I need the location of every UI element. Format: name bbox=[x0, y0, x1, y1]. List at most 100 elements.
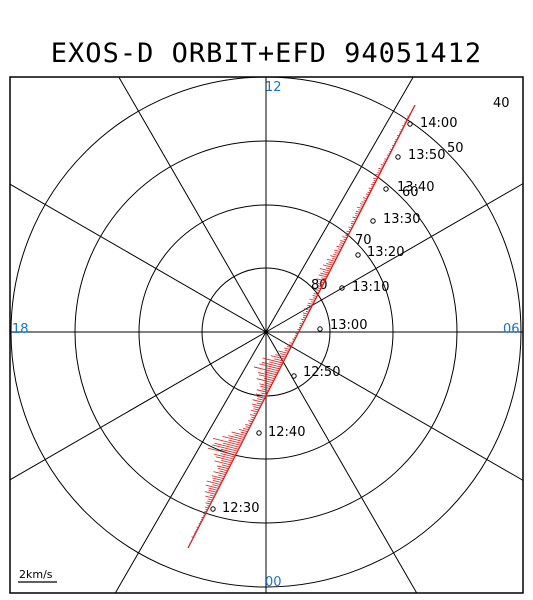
efd-vector bbox=[218, 474, 225, 478]
orbit-time-label: 12:40 bbox=[268, 425, 305, 440]
mlt-meridian-line bbox=[114, 331, 267, 594]
efd-vector bbox=[264, 371, 277, 376]
efd-vector bbox=[207, 447, 236, 456]
efd-vector bbox=[242, 427, 249, 431]
efd-vector bbox=[265, 367, 279, 372]
efd-vector bbox=[208, 487, 218, 491]
efd-vector bbox=[316, 285, 322, 288]
efd-vector bbox=[256, 402, 262, 405]
mlt-label-12: 12 bbox=[265, 80, 282, 95]
mlt-meridian-line bbox=[9, 331, 267, 481]
efd-vector bbox=[269, 361, 282, 366]
efd-vector bbox=[319, 281, 324, 284]
orbit-time-marker bbox=[383, 186, 389, 192]
efd-vector bbox=[334, 251, 340, 254]
orbit-time-label: 13:30 bbox=[383, 212, 420, 227]
efd-vector bbox=[212, 479, 222, 483]
efd-vector bbox=[217, 467, 228, 472]
orbit-time-label: 12:50 bbox=[303, 365, 340, 380]
polar-grid bbox=[9, 76, 524, 594]
efd-vector bbox=[222, 435, 243, 442]
orbit-time-marker bbox=[291, 373, 297, 379]
mlt-meridian-line bbox=[265, 331, 524, 481]
efd-vector bbox=[284, 347, 290, 350]
efd-vector bbox=[205, 484, 219, 489]
orbit-time-label: 13:10 bbox=[352, 280, 389, 295]
efd-vector bbox=[262, 357, 283, 364]
efd-vector bbox=[213, 471, 226, 476]
efd-vector bbox=[317, 282, 323, 286]
efd-vector bbox=[252, 399, 263, 403]
efd-vector bbox=[215, 456, 233, 462]
latitude-label-60: 60 bbox=[402, 185, 419, 200]
efd-vector bbox=[309, 298, 315, 301]
orbit-time-marker bbox=[317, 326, 323, 332]
efd-vector bbox=[321, 277, 327, 280]
efd-vector bbox=[253, 366, 278, 374]
efd-vector bbox=[260, 385, 270, 389]
mlt-meridian-line bbox=[265, 183, 524, 333]
orbit-time-label: 12:30 bbox=[222, 501, 259, 516]
efd-vector bbox=[221, 459, 232, 464]
efd-vector bbox=[300, 318, 305, 321]
efd-vector bbox=[221, 464, 230, 468]
efd-vector bbox=[204, 491, 216, 495]
mlt-meridian-line bbox=[118, 76, 267, 333]
orbit-time-label: 13:20 bbox=[367, 245, 404, 260]
efd-vector bbox=[250, 414, 256, 417]
orbit-time-marker bbox=[370, 218, 376, 224]
efd-vector bbox=[325, 267, 332, 270]
orbit-time-labels: 12:30 12:40 12:50 13:00 13:10 13:20 13:30 13:40… bbox=[222, 116, 457, 516]
efd-vector bbox=[245, 426, 250, 429]
efd-vector bbox=[259, 383, 271, 387]
efd-vector bbox=[352, 216, 358, 219]
efd-vector bbox=[278, 350, 288, 354]
efd-vector bbox=[257, 398, 264, 401]
latitude-label-50: 50 bbox=[447, 141, 464, 156]
efd-vector bbox=[234, 434, 245, 438]
orbit-time-label: 13:50 bbox=[408, 148, 445, 163]
efd-vector bbox=[320, 272, 329, 276]
orbit-time-marker bbox=[407, 121, 413, 127]
efd-vector bbox=[274, 358, 284, 362]
mlt-label-18: 18 bbox=[12, 322, 29, 337]
efd-vector bbox=[340, 240, 346, 243]
mlt-meridian-line bbox=[265, 331, 418, 594]
orbit-time-label: 13:00 bbox=[330, 318, 367, 333]
efd-vector bbox=[326, 263, 334, 266]
efd-vector bbox=[220, 453, 235, 458]
efd-vector bbox=[307, 304, 312, 307]
efd-vector bbox=[261, 392, 267, 395]
efd-vector bbox=[256, 378, 273, 384]
efd-vector bbox=[270, 355, 285, 360]
efd-vector bbox=[212, 484, 220, 487]
efd-vector bbox=[209, 494, 215, 497]
efd-vector bbox=[208, 489, 217, 493]
efd-vector bbox=[263, 377, 274, 382]
efd-vector bbox=[302, 312, 308, 315]
efd-vector bbox=[214, 460, 231, 466]
efd-vector bbox=[256, 389, 268, 393]
latitude-label-70: 70 bbox=[355, 233, 372, 248]
efd-vector bbox=[312, 295, 317, 297]
efd-vector bbox=[256, 395, 265, 399]
efd-vector bbox=[328, 261, 335, 264]
efd-vector bbox=[355, 210, 361, 213]
efd-vector bbox=[261, 388, 269, 391]
orbit-line bbox=[187, 104, 416, 549]
efd-vector bbox=[334, 249, 341, 252]
scale-label: 2km/s bbox=[19, 568, 53, 581]
efd-vector bbox=[330, 255, 338, 258]
efd-vector bbox=[318, 274, 328, 278]
efd-vector bbox=[248, 420, 253, 423]
efd-vector bbox=[333, 253, 339, 256]
efd-vector bbox=[314, 288, 320, 292]
efd-vector bbox=[212, 444, 238, 452]
efd-vector bbox=[238, 429, 248, 432]
orbit-time-marker bbox=[210, 506, 216, 512]
efd-vector bbox=[255, 393, 266, 397]
efd-vector bbox=[207, 498, 213, 501]
page-title: EXOS-D ORBIT+EFD 94051412 bbox=[50, 38, 483, 69]
efd-vector bbox=[213, 438, 241, 446]
efd-vector bbox=[359, 203, 365, 205]
